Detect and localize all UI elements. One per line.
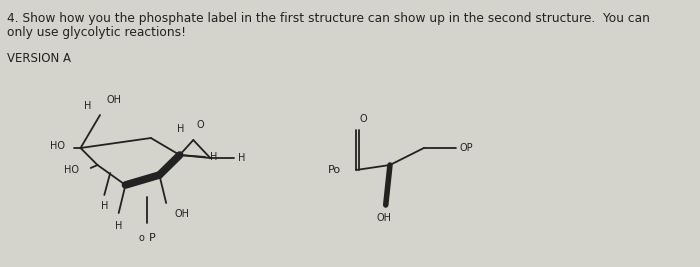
Text: H: H bbox=[238, 153, 246, 163]
Text: OH: OH bbox=[107, 95, 122, 105]
Text: o: o bbox=[138, 233, 144, 243]
Text: O: O bbox=[197, 120, 204, 130]
Text: 4. Show how you the phosphate label in the first structure can show up in the se: 4. Show how you the phosphate label in t… bbox=[7, 12, 650, 25]
Text: H: H bbox=[101, 201, 108, 211]
Text: P: P bbox=[149, 233, 156, 243]
Text: OH: OH bbox=[377, 213, 391, 223]
Text: HO: HO bbox=[50, 141, 65, 151]
Text: only use glycolytic reactions!: only use glycolytic reactions! bbox=[7, 26, 186, 39]
Text: H: H bbox=[177, 124, 185, 134]
Text: H: H bbox=[210, 152, 218, 162]
Text: OH: OH bbox=[174, 209, 190, 219]
Text: H: H bbox=[84, 101, 92, 111]
Text: O: O bbox=[359, 114, 367, 124]
Text: Po: Po bbox=[328, 165, 341, 175]
Text: VERSION A: VERSION A bbox=[7, 52, 71, 65]
Text: OP: OP bbox=[459, 143, 473, 153]
Text: HO: HO bbox=[64, 165, 79, 175]
Text: H: H bbox=[115, 221, 122, 231]
